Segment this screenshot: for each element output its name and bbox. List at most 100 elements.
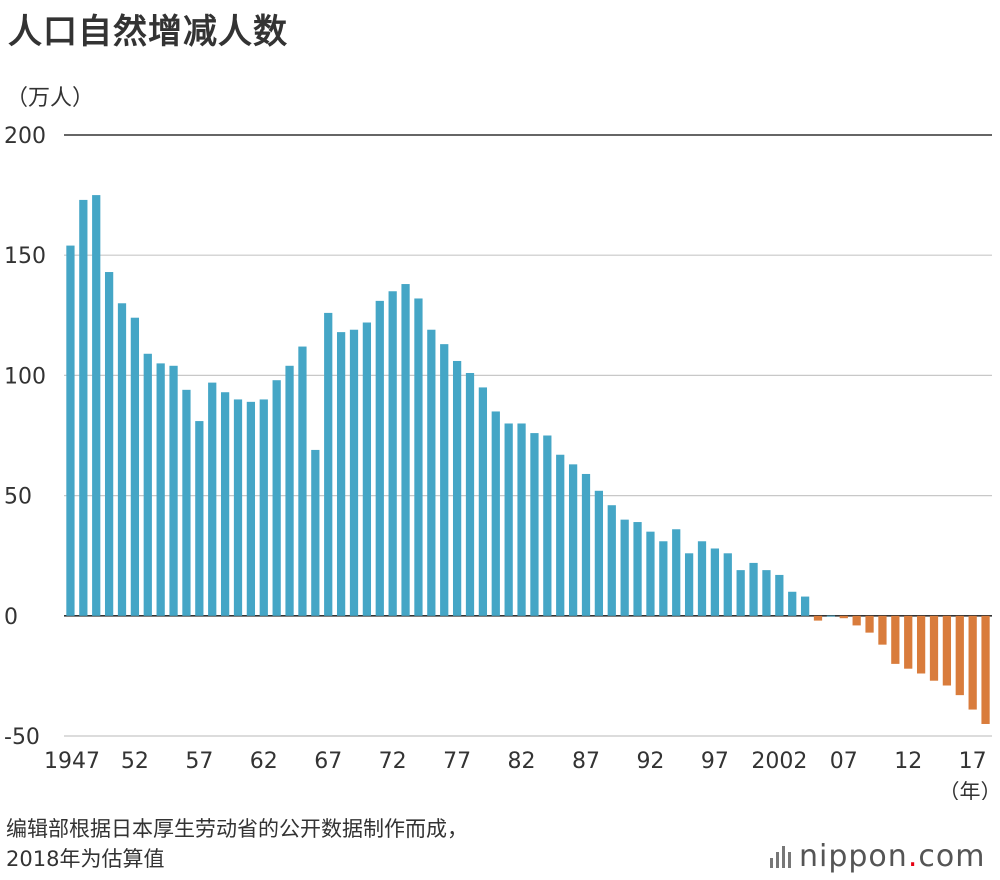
bar-chart: 200 150 100 50 0 -50 1947 52 57 62 67 72 77 82 87 92 97…: [4, 124, 1000, 800]
bar-1969: [349, 329, 359, 616]
bar-1954: [156, 363, 165, 616]
bar-2001: [762, 570, 771, 616]
bar-1978: [465, 372, 475, 616]
x-tick-label: 77: [443, 749, 471, 774]
bar-2017: [968, 615, 977, 710]
bar-1972: [388, 291, 397, 616]
bar-2015: [942, 615, 952, 686]
x-tick-label: 1947: [44, 749, 100, 774]
bar-1961: [246, 401, 256, 616]
bar-1955: [169, 365, 178, 616]
bar-1982: [517, 423, 526, 616]
x-tick-label: 12: [894, 749, 922, 774]
x-tick-label: 82: [508, 749, 536, 774]
bar-1984: [543, 435, 552, 616]
x-tick-label: 92: [636, 749, 664, 774]
x-tick-label: 07: [830, 749, 858, 774]
bar-1968: [336, 332, 346, 616]
y-axis-unit-label: （万人）: [6, 86, 95, 111]
source-note-line-2: 2018年为估算值: [6, 847, 165, 871]
bar-1981: [504, 423, 513, 616]
bar-2002: [775, 574, 784, 616]
x-axis-unit-label: （年）: [939, 780, 1000, 800]
bar-1966: [311, 449, 320, 616]
bar-1976: [440, 344, 449, 616]
bar-1962: [259, 399, 268, 616]
bar-1949: [92, 195, 101, 616]
y-tick-label: 0: [4, 605, 18, 630]
bar-2006: [826, 615, 836, 617]
bar-2008: [852, 615, 861, 626]
bar-1983: [530, 433, 539, 616]
bar-1967: [324, 312, 333, 616]
bar-1996: [697, 541, 707, 616]
y-tick-label: 50: [4, 485, 32, 510]
bar-1975: [427, 329, 436, 616]
bar-2016: [955, 615, 964, 696]
bar-1960: [233, 399, 243, 616]
bar-1985: [556, 454, 565, 616]
bar-1959: [220, 392, 230, 616]
source-note: 编辑部根据日本厚生劳动省的公开数据制作而成， 2018年为估算值: [6, 814, 646, 874]
bar-1957: [195, 421, 204, 616]
bar-2012: [904, 615, 913, 669]
x-tick-label: 72: [379, 749, 407, 774]
bar-1994: [672, 529, 681, 616]
bar-1995: [684, 553, 694, 616]
bar-2005: [813, 615, 823, 621]
logo-suffix: com: [918, 838, 986, 874]
bar-2013: [916, 615, 926, 674]
bar-1956: [182, 389, 191, 616]
bar-1989: [607, 505, 616, 616]
bar-1991: [633, 522, 642, 616]
bar-1998: [723, 553, 732, 616]
bar-1963: [272, 380, 281, 616]
chart-title: 人口自然增减人数: [8, 12, 288, 52]
bar-2004: [800, 596, 810, 616]
bar-1947: [66, 245, 75, 616]
nippon-logo: nippon. com: [770, 838, 985, 874]
logo-dot: .: [907, 838, 919, 874]
bar-1952: [130, 317, 140, 616]
bar-1980: [491, 411, 500, 616]
bar-1965: [298, 346, 307, 616]
x-tick-label: 57: [185, 749, 213, 774]
bar-2000: [749, 562, 758, 616]
bar-1973: [401, 284, 410, 616]
bar-1951: [117, 303, 127, 616]
bar-1953: [143, 353, 152, 616]
y-tick-label: -50: [4, 725, 40, 750]
bar-1948: [79, 199, 88, 616]
bar-2003: [788, 591, 797, 616]
bar-2011: [891, 615, 900, 664]
x-tick-label: 87: [572, 749, 600, 774]
logo-bars-icon: [770, 844, 791, 868]
bar-2007: [839, 615, 848, 619]
bar-1999: [736, 570, 745, 616]
bar-1997: [710, 548, 720, 616]
bar-2010: [878, 615, 887, 645]
bar-1990: [620, 519, 629, 616]
logo-name: nippon: [799, 838, 908, 874]
bar-1970: [362, 322, 372, 616]
bar-1992: [646, 531, 655, 616]
bar-1977: [452, 360, 462, 616]
source-note-line-1: 编辑部根据日本厚生劳动省的公开数据制作而成，: [6, 817, 468, 841]
bar-1958: [208, 382, 217, 616]
x-tick-label: 67: [314, 749, 342, 774]
x-tick-label: 62: [250, 749, 278, 774]
bar-1974: [414, 298, 423, 616]
x-tick-label: 17: [959, 749, 987, 774]
bar-2009: [865, 615, 874, 633]
bar-1987: [581, 473, 591, 616]
x-tick-label: 97: [701, 749, 729, 774]
x-tick-label: 52: [121, 749, 149, 774]
bar-1950: [104, 272, 114, 616]
bar-1993: [659, 541, 668, 616]
bar-1979: [478, 387, 488, 616]
bar-1964: [285, 365, 294, 616]
bar-1986: [568, 464, 578, 616]
y-tick-label: 100: [4, 364, 46, 389]
bar-2014: [929, 615, 939, 681]
bar-2018: [981, 615, 990, 724]
